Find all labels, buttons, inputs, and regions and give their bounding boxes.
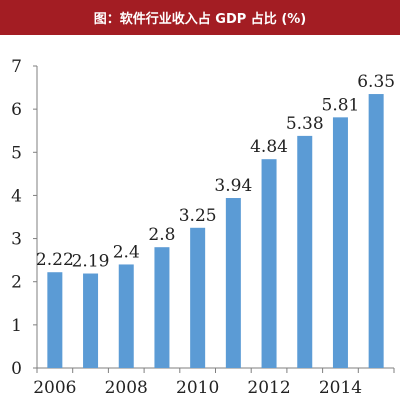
data-label: 2.8 — [148, 225, 175, 245]
data-label: 2.4 — [113, 242, 140, 262]
data-label: 4.84 — [250, 137, 288, 157]
x-tick-label: 2008 — [105, 378, 148, 398]
y-tick-label: 1 — [11, 316, 22, 336]
data-label: 2.22 — [36, 250, 74, 270]
data-label: 3.25 — [179, 206, 217, 226]
data-label: 2.19 — [72, 252, 110, 272]
chart-title: 图：软件行业收入占 GDP 占比 (%) — [0, 0, 400, 35]
y-tick-label: 3 — [11, 230, 22, 250]
y-tick-label: 4 — [11, 186, 22, 206]
bar — [83, 273, 99, 368]
bar — [190, 227, 206, 368]
bar — [368, 94, 384, 369]
data-labels: 2.222.19 2.4 2.83.25 3.94 4.84 5.385.81 6.35 — [36, 72, 395, 271]
y-tick-label: 5 — [11, 143, 22, 163]
y-tick-label: 7 — [11, 57, 22, 77]
bar — [332, 117, 348, 368]
data-label: 3.94 — [214, 176, 252, 196]
bar — [297, 135, 313, 368]
x-tick-label: 2010 — [176, 378, 219, 398]
x-tick-label: 2014 — [319, 378, 362, 398]
data-label: 5.38 — [286, 114, 324, 134]
x-tick-label: 2012 — [247, 378, 290, 398]
bar — [154, 247, 170, 368]
data-label: 5.81 — [322, 95, 360, 115]
bar — [261, 159, 277, 368]
bar — [47, 272, 63, 368]
data-label: 6.35 — [357, 72, 395, 92]
x-axis: 2006 2008 2010 2012 2014 — [33, 367, 395, 398]
bar — [118, 264, 134, 368]
y-axis: 0 1 2 3 4 5 6 7 — [11, 57, 38, 379]
y-tick-label: 2 — [11, 273, 22, 293]
y-tick-label: 6 — [11, 100, 22, 120]
y-tick-label: 0 — [11, 359, 22, 379]
bars — [47, 94, 384, 369]
x-tick-label: 2006 — [33, 378, 76, 398]
bar — [225, 198, 241, 368]
